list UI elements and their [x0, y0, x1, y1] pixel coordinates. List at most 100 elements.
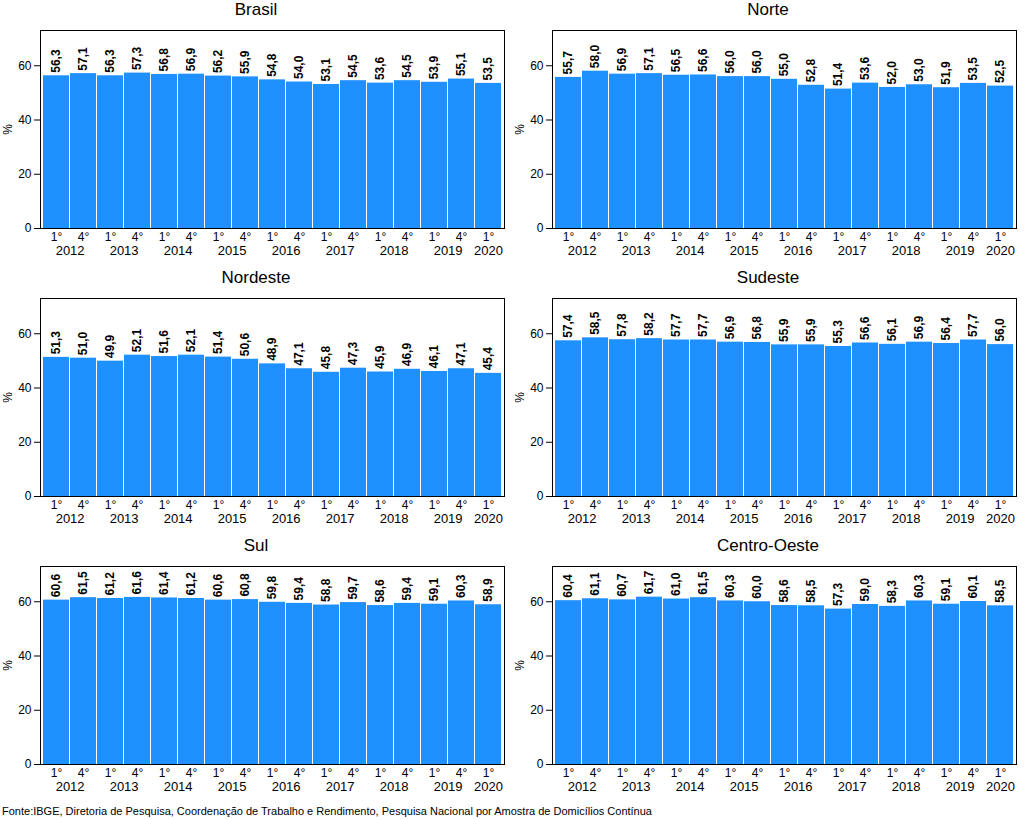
svg-text:60: 60: [18, 595, 32, 609]
svg-text:0: 0: [25, 757, 32, 771]
svg-text:56,0: 56,0: [723, 50, 737, 74]
svg-text:2014: 2014: [164, 511, 193, 526]
svg-text:55,9: 55,9: [238, 50, 252, 74]
svg-text:53,6: 53,6: [858, 56, 872, 80]
svg-text:49,9: 49,9: [103, 334, 117, 358]
svg-text:51,0: 51,0: [76, 331, 90, 355]
svg-text:2013: 2013: [110, 779, 139, 794]
svg-text:40: 40: [18, 381, 32, 395]
svg-text:51,4: 51,4: [831, 62, 845, 86]
svg-text:56,2: 56,2: [211, 49, 225, 73]
svg-text:2014: 2014: [164, 779, 193, 794]
svg-text:2013: 2013: [110, 243, 139, 258]
svg-text:2012: 2012: [56, 511, 85, 526]
svg-text:61,2: 61,2: [103, 572, 117, 596]
svg-text:55,9: 55,9: [804, 318, 818, 342]
svg-text:55,0: 55,0: [777, 53, 791, 77]
svg-text:2018: 2018: [892, 243, 921, 258]
svg-text:60,6: 60,6: [211, 573, 225, 597]
svg-text:20: 20: [18, 167, 32, 181]
svg-text:56,6: 56,6: [858, 316, 872, 340]
svg-text:2018: 2018: [380, 779, 409, 794]
svg-text:2020: 2020: [986, 511, 1015, 526]
svg-text:59,4: 59,4: [292, 577, 306, 601]
svg-text:51,6: 51,6: [157, 330, 171, 354]
svg-text:57,1: 57,1: [642, 47, 656, 71]
svg-text:61,5: 61,5: [76, 571, 90, 595]
svg-text:51,9: 51,9: [939, 61, 953, 85]
svg-text:2016: 2016: [784, 779, 813, 794]
svg-text:55,3: 55,3: [831, 320, 845, 344]
svg-text:2016: 2016: [784, 511, 813, 526]
svg-text:2013: 2013: [622, 243, 651, 258]
svg-text:20: 20: [530, 703, 544, 717]
svg-text:45,9: 45,9: [373, 345, 387, 369]
svg-text:58,2: 58,2: [642, 312, 656, 336]
svg-text:2019: 2019: [946, 511, 975, 526]
svg-text:46,9: 46,9: [400, 343, 414, 367]
svg-text:2012: 2012: [56, 779, 85, 794]
svg-text:2012: 2012: [56, 243, 85, 258]
svg-text:2013: 2013: [110, 511, 139, 526]
svg-text:56,0: 56,0: [993, 318, 1007, 342]
svg-text:61,2: 61,2: [184, 572, 198, 596]
svg-text:2018: 2018: [892, 779, 921, 794]
svg-text:20: 20: [530, 167, 544, 181]
svg-text:2015: 2015: [730, 243, 759, 258]
svg-text:2019: 2019: [946, 779, 975, 794]
svg-text:2017: 2017: [326, 243, 355, 258]
svg-text:61,4: 61,4: [157, 571, 171, 595]
svg-text:58,8: 58,8: [319, 578, 333, 602]
svg-text:53,5: 53,5: [481, 57, 495, 81]
svg-text:57,3: 57,3: [130, 46, 144, 70]
svg-text:61,1: 61,1: [588, 572, 602, 596]
svg-text:45,8: 45,8: [319, 346, 333, 370]
svg-text:58,9: 58,9: [481, 578, 495, 602]
svg-text:56,3: 56,3: [103, 49, 117, 73]
svg-text:53,9: 53,9: [427, 56, 441, 80]
svg-text:60: 60: [18, 327, 32, 341]
svg-text:2015: 2015: [218, 511, 247, 526]
svg-text:%: %: [1, 660, 15, 671]
svg-text:45,4: 45,4: [481, 347, 495, 371]
svg-text:59,1: 59,1: [939, 578, 953, 602]
svg-text:20: 20: [18, 703, 32, 717]
svg-text:52,8: 52,8: [804, 59, 818, 83]
svg-text:2014: 2014: [676, 243, 705, 258]
svg-text:58,0: 58,0: [588, 45, 602, 69]
svg-text:60,3: 60,3: [912, 574, 926, 598]
svg-text:54,0: 54,0: [292, 55, 306, 79]
svg-text:2019: 2019: [434, 511, 463, 526]
svg-text:40: 40: [18, 113, 32, 127]
svg-text:56,9: 56,9: [912, 315, 926, 339]
svg-text:56,9: 56,9: [184, 47, 198, 71]
svg-text:56,9: 56,9: [723, 315, 737, 339]
svg-text:2014: 2014: [676, 779, 705, 794]
svg-text:2020: 2020: [986, 779, 1015, 794]
svg-text:57,7: 57,7: [696, 313, 710, 337]
svg-text:0: 0: [25, 221, 32, 235]
svg-text:2015: 2015: [218, 779, 247, 794]
svg-text:2016: 2016: [272, 511, 301, 526]
svg-text:55,7: 55,7: [561, 51, 575, 75]
svg-text:2019: 2019: [946, 243, 975, 258]
svg-text:57,7: 57,7: [669, 313, 683, 337]
svg-text:60,1: 60,1: [966, 575, 980, 599]
svg-text:58,3: 58,3: [885, 580, 899, 604]
svg-text:54,5: 54,5: [346, 54, 360, 78]
svg-text:58,5: 58,5: [588, 311, 602, 335]
svg-text:53,1: 53,1: [319, 58, 333, 82]
svg-text:56,0: 56,0: [750, 50, 764, 74]
svg-text:56,1: 56,1: [885, 318, 899, 342]
svg-text:%: %: [513, 392, 527, 403]
svg-text:58,5: 58,5: [993, 579, 1007, 603]
svg-text:2015: 2015: [218, 243, 247, 258]
svg-text:60,6: 60,6: [49, 573, 63, 597]
svg-text:56,9: 56,9: [615, 47, 629, 71]
svg-text:57,7: 57,7: [966, 313, 980, 337]
svg-text:53,5: 53,5: [966, 57, 980, 81]
svg-text:2017: 2017: [838, 511, 867, 526]
svg-text:2019: 2019: [434, 243, 463, 258]
svg-text:52,5: 52,5: [993, 59, 1007, 83]
svg-text:60: 60: [530, 59, 544, 73]
